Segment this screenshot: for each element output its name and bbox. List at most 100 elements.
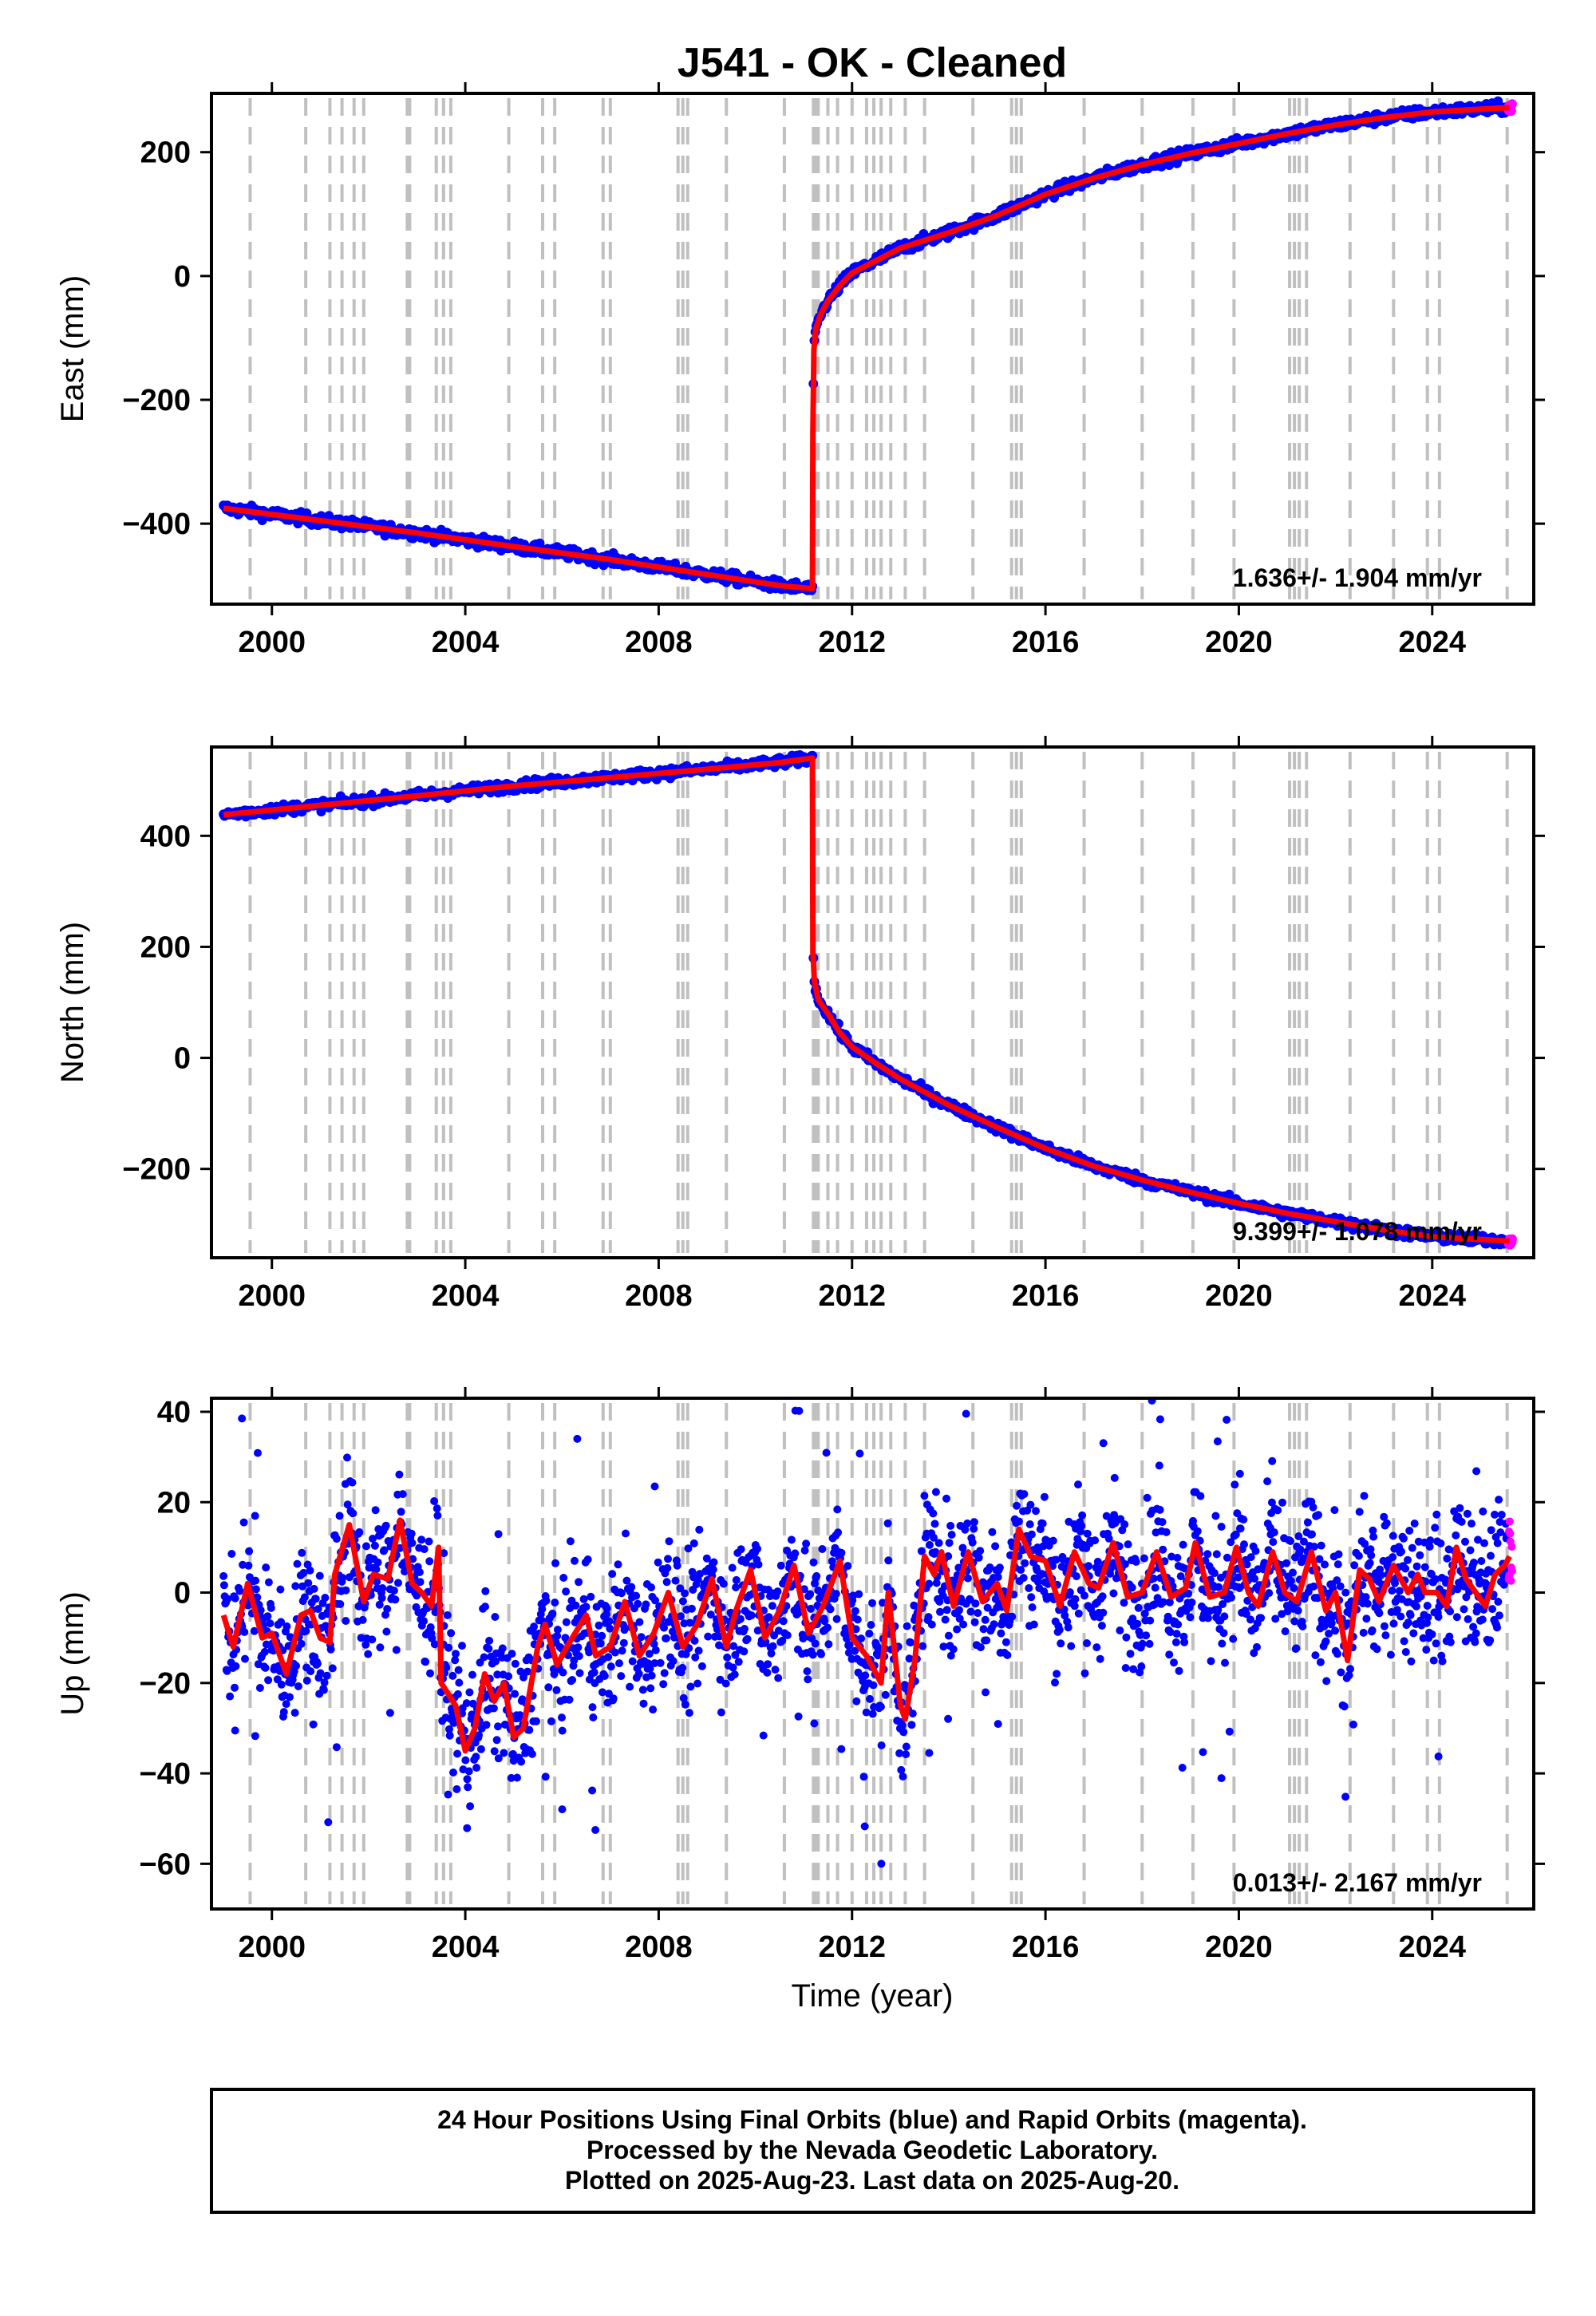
final-orbit-point [628,1657,637,1666]
final-orbit-point [582,1603,591,1611]
final-orbit-point [598,1631,606,1640]
final-orbit-point [600,1672,609,1680]
x-tick-label: 2016 [1012,626,1080,659]
final-orbit-point [1336,1582,1345,1591]
final-orbit-point [328,1664,337,1673]
final-orbit-point [430,1640,439,1649]
final-orbit-point [1355,1508,1364,1516]
final-orbit-point [566,1537,575,1546]
final-orbit-point [519,1673,527,1682]
final-orbit-point [498,1644,507,1653]
final-orbit-point [1416,1551,1424,1559]
final-orbit-point [983,1603,992,1612]
final-orbit-point [443,1611,452,1619]
final-orbit-point [812,1571,821,1580]
final-orbit-point [562,1587,571,1596]
final-orbit-point [662,1578,671,1587]
final-orbit-point [881,1690,890,1699]
final-orbit-point [978,1578,987,1587]
x-ticks: 2000 2004 2008 2012 2016 2020 2024 [238,82,1466,659]
final-orbit-point [693,1679,702,1688]
final-orbit-point [637,1633,646,1642]
final-orbit-point [415,1568,424,1576]
final-orbit-point [1136,1630,1144,1639]
final-orbit-point [550,1670,559,1678]
final-orbit-point [1065,1588,1074,1597]
final-orbit-point [1412,1602,1420,1611]
final-orbit-point [773,1587,782,1596]
final-orbit-point [974,1609,982,1618]
final-orbit-point [1405,1527,1414,1535]
final-orbit-point [659,1680,668,1689]
final-orbit-point [1072,1572,1080,1581]
final-orbit-point [932,1579,941,1587]
final-orbit-point [1380,1622,1389,1630]
final-orbit-point [1265,1589,1274,1598]
final-orbit-point [255,1684,264,1692]
final-orbit-point [953,1625,962,1634]
final-orbit-point [1389,1553,1397,1562]
final-orbit-point [369,1535,377,1543]
x-tick-label: 2012 [818,626,886,659]
final-orbit-point [332,1535,341,1543]
final-orbit-point [942,1494,950,1503]
final-orbit-point [918,1642,927,1650]
final-orbit-point [454,1666,463,1674]
final-orbit-point [642,1600,650,1609]
final-orbit-point [622,1576,631,1585]
x-ticks: 2000 2004 2008 2012 2016 2020 2024 [238,736,1466,1313]
final-orbit-point [826,1605,835,1614]
final-orbit-point [1057,1639,1065,1648]
final-orbit-point [753,1544,761,1553]
final-orbit-point [660,1669,669,1678]
final-orbit-point [376,1643,385,1652]
final-orbit-point [771,1666,780,1674]
final-orbit-point [371,1506,380,1515]
x-tick-label: 2000 [238,626,306,659]
final-orbit-point [877,1741,886,1749]
final-orbit-point [662,1634,670,1642]
final-orbit-point [513,1773,521,1782]
final-orbit-point [476,1745,485,1753]
final-orbit-point [673,1561,681,1570]
final-orbit-point [620,1626,629,1634]
event-lines [248,752,1509,1253]
final-orbit-point [571,1556,579,1565]
final-orbit-point [433,1512,442,1520]
final-orbit-point [1369,1526,1377,1535]
final-orbit-point [897,1765,906,1774]
final-orbit-point [647,1671,656,1680]
final-orbit-point [484,1644,493,1653]
final-orbit-point [455,1678,464,1687]
final-orbit-point [778,1636,787,1645]
final-orbit-point [587,1592,595,1601]
final-orbit-point [395,1470,404,1479]
final-orbit-point [717,1708,725,1717]
final-orbit-point [970,1518,978,1527]
final-orbit-point [368,1635,377,1644]
final-orbit-point [729,1663,737,1672]
final-orbit-point [650,1659,659,1667]
final-orbit-point [445,1725,453,1733]
final-orbit-point [944,1631,953,1640]
final-orbit-point [1395,1587,1404,1595]
final-orbit-point [320,1678,329,1687]
final-orbit-point [1070,1602,1079,1611]
final-orbit-point [687,1604,696,1613]
x-tick-label: 2004 [432,626,500,659]
final-orbit-point [1146,1616,1155,1625]
final-orbit-point [1116,1626,1124,1634]
final-orbit-point [1049,1536,1057,1545]
final-orbit-point [853,1615,862,1624]
final-orbit-point [1122,1633,1131,1642]
final-orbit-point [811,1639,820,1648]
final-orbit-point [1221,1658,1229,1667]
final-orbit-point [1166,1628,1175,1637]
final-orbit-point [1361,1539,1369,1548]
final-orbit-point [609,1694,618,1703]
final-orbit-point [1092,1643,1101,1652]
final-orbit-point [452,1650,460,1658]
final-orbit-point [961,1525,970,1534]
final-orbit-point [342,1586,350,1595]
final-orbit-point [763,1668,772,1677]
